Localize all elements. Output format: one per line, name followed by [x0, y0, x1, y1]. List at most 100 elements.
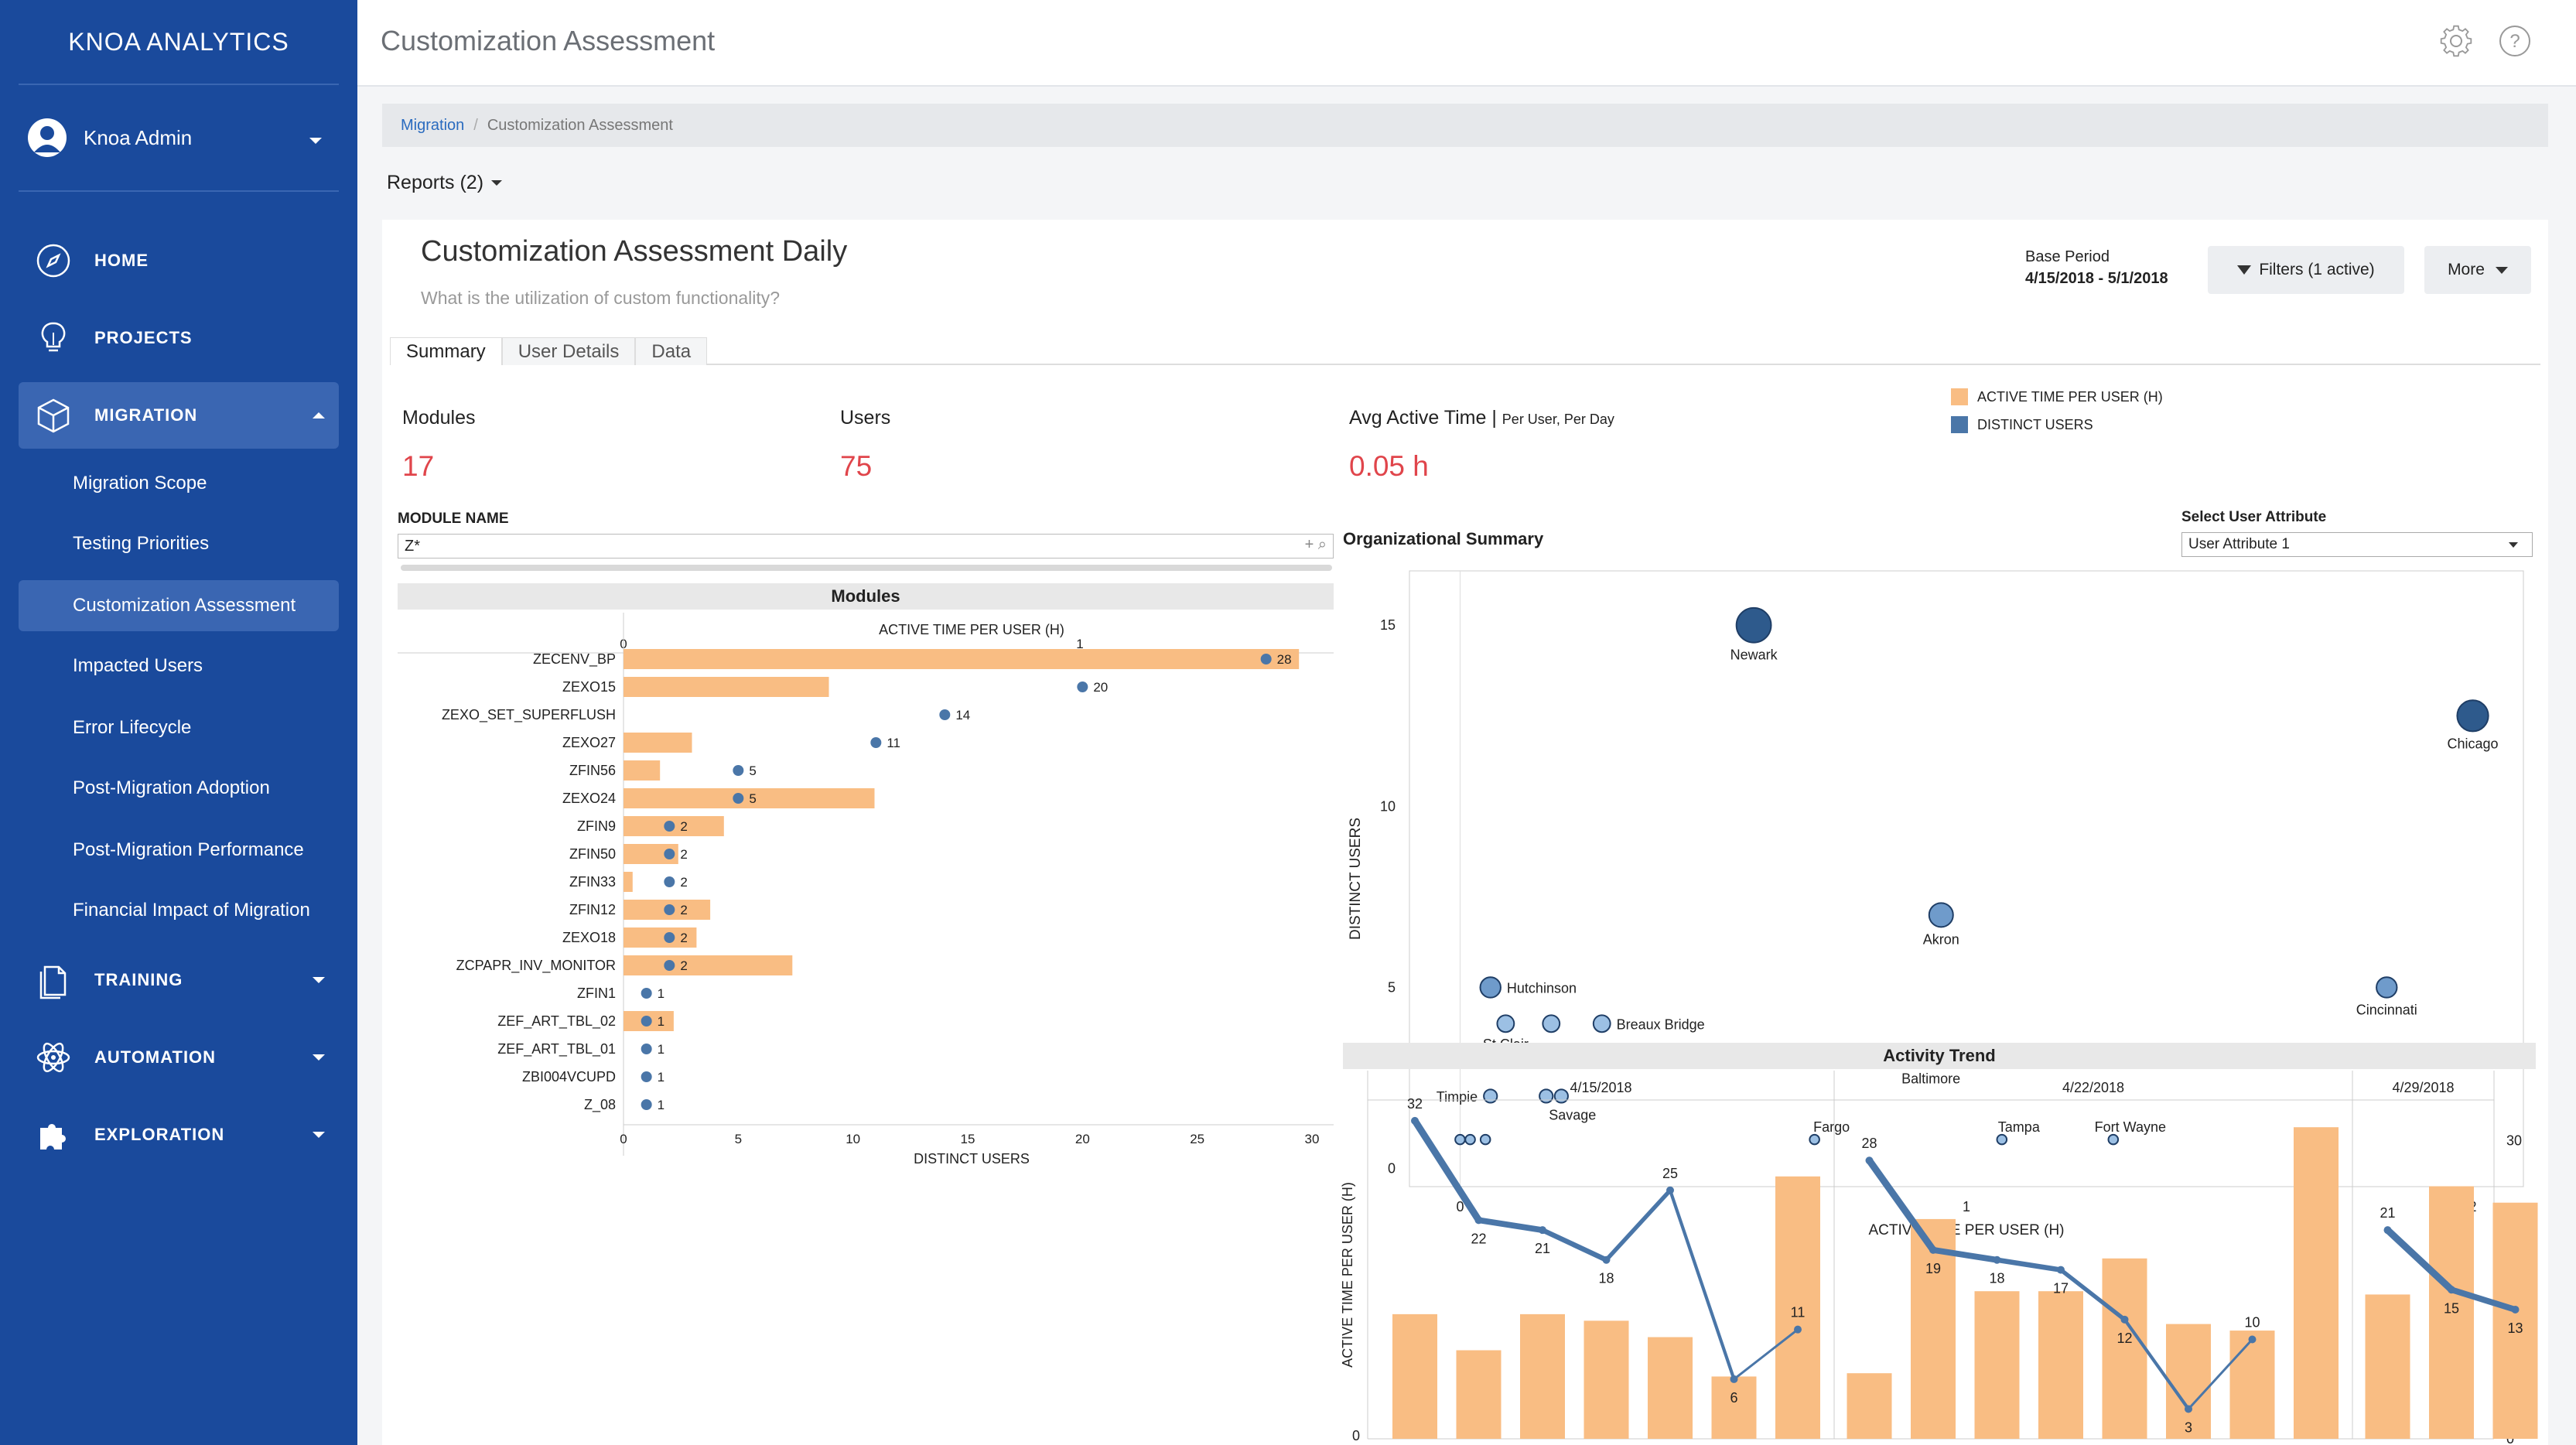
report-card: Customization Assessment Daily What is t…	[382, 220, 2548, 1445]
nav-migration[interactable]: MIGRATION	[19, 382, 339, 449]
x-tick-label: 1	[1963, 1199, 1970, 1214]
distinct-users-data-label: 20	[1093, 680, 1108, 695]
nav-projects[interactable]: PROJECTS	[19, 305, 339, 371]
distinct-users-point	[664, 849, 675, 859]
scatter-point	[2376, 976, 2398, 999]
brand-logo: KNOA ANALYTICS	[68, 27, 289, 56]
active-time-bar	[1847, 1373, 1892, 1439]
distinct-users-line	[2448, 1286, 2519, 1313]
nav-post-migration-performance[interactable]: Post-Migration Performance	[73, 839, 304, 860]
module-category-label: ZECENV_BP	[533, 651, 616, 668]
bottom-axis-tick-label: 5	[735, 1132, 742, 1146]
kpi-users-label: Users	[840, 407, 891, 429]
breadcrumb-link-migration[interactable]: Migration	[401, 116, 465, 134]
distinct-users-point	[2185, 1405, 2192, 1413]
user-attribute-value: User Attribute 1	[2188, 536, 2290, 552]
distinct-users-point	[939, 709, 951, 720]
scatter-point-label: Fort Wayne	[2095, 1119, 2166, 1135]
distinct-users-point	[733, 793, 744, 804]
distinct-users-data-label: 11	[887, 736, 900, 750]
divider	[19, 190, 339, 192]
distinct-users-line	[1994, 1257, 2064, 1272]
distinct-users-point	[664, 904, 675, 915]
gear-icon[interactable]	[2438, 23, 2474, 59]
module-scrollbar[interactable]	[401, 565, 1332, 571]
compass-icon	[36, 244, 70, 278]
tab-summary[interactable]: Summary	[390, 337, 502, 365]
distinct-users-data-label: 11	[1791, 1305, 1806, 1320]
distinct-users-data-label: 1	[658, 1098, 664, 1112]
distinct-users-data-label: 21	[2380, 1205, 2395, 1221]
bottom-axis-tick-label: 30	[1305, 1132, 1320, 1146]
help-icon[interactable]: ?	[2497, 23, 2533, 59]
org-scatter-chart: 051015012ACTIVE TIME PER USER (H)DISTINC…	[1348, 570, 2524, 1238]
report-title: Customization Assessment Daily	[421, 235, 848, 268]
search-icon[interactable]: + ⌕	[1304, 536, 1327, 553]
distinct-users-point	[1794, 1325, 1802, 1334]
nav-impacted-users[interactable]: Impacted Users	[73, 655, 203, 676]
nav-migration-scope[interactable]: Migration Scope	[73, 473, 207, 494]
nav-training[interactable]: TRAINING	[19, 947, 339, 1013]
module-category-label: ZFIN50	[569, 846, 616, 862]
nav-home[interactable]: HOME	[19, 227, 339, 294]
tab-user-details[interactable]: User Details	[501, 337, 636, 365]
chevron-down-icon	[309, 138, 322, 144]
distinct-users-line	[1475, 1217, 1546, 1234]
distinct-users-point	[1539, 1226, 1546, 1235]
scatter-point	[1464, 1133, 1476, 1146]
kpi-avg-label: Avg Active Time | Per User, Per Day	[1349, 407, 1614, 429]
scatter-point	[1496, 1014, 1515, 1033]
scatter-point-label: Tampa	[1998, 1119, 2041, 1135]
distinct-users-point	[2120, 1315, 2129, 1324]
active-time-bar	[2166, 1324, 2211, 1439]
bottom-axis-tick-label: 10	[846, 1132, 860, 1146]
active-time-bar	[1584, 1320, 1629, 1439]
user-menu[interactable]: Knoa Admin	[28, 116, 330, 159]
active-time-bar	[624, 955, 793, 975]
filters-button[interactable]: Filters (1 active)	[2208, 246, 2404, 294]
chevron-down-icon	[313, 1132, 325, 1138]
distinct-users-data-label: 18	[1989, 1271, 2004, 1286]
chevron-down-icon	[313, 1054, 325, 1061]
x-tick-label: 0	[1456, 1199, 1464, 1214]
nav-error-lifecycle[interactable]: Error Lifecycle	[73, 717, 192, 738]
scatter-point-label: Timpie	[1437, 1089, 1478, 1105]
reports-dropdown[interactable]: Reports (2)	[387, 172, 503, 194]
user-attribute-select[interactable]: User Attribute 1	[2181, 532, 2533, 557]
distinct-users-point	[641, 1071, 652, 1082]
nav-automation[interactable]: AUTOMATION	[19, 1024, 339, 1091]
active-time-bar	[624, 733, 692, 753]
active-time-bar	[624, 927, 697, 948]
distinct-users-point	[1666, 1186, 1674, 1194]
nav-financial-impact[interactable]: Financial Impact of Migration	[73, 900, 310, 921]
distinct-users-data-label: 28	[1277, 652, 1292, 667]
y-tick-label: 10	[1380, 798, 1396, 814]
week-header-label: 4/22/2018	[2062, 1080, 2124, 1095]
module-name-value: Z*	[405, 537, 420, 555]
more-button[interactable]: More	[2424, 246, 2531, 294]
document-icon	[39, 965, 67, 999]
active-time-bar	[2038, 1291, 2083, 1439]
active-time-bar	[1456, 1350, 1502, 1439]
nav-testing-priorities[interactable]: Testing Priorities	[73, 533, 210, 554]
active-time-bar	[1974, 1291, 2020, 1439]
distinct-users-data-label: 1	[658, 986, 664, 1001]
chevron-down-icon	[313, 977, 325, 983]
module-name-input[interactable]: Z* + ⌕	[398, 534, 1334, 559]
module-category-label: Z_08	[584, 1097, 616, 1113]
module-category-label: ZFIN33	[569, 874, 616, 890]
nav-post-migration-adoption[interactable]: Post-Migration Adoption	[73, 777, 270, 798]
distinct-users-point	[664, 960, 675, 971]
distinct-users-data-label: 12	[2116, 1331, 2132, 1346]
nav-exploration[interactable]: EXPLORATION	[19, 1102, 339, 1168]
distinct-users-data-label: 22	[1471, 1231, 1486, 1246]
distinct-users-point	[1865, 1156, 1874, 1165]
tab-data[interactable]: Data	[635, 337, 708, 365]
scatter-point-label: Baltimore	[1901, 1071, 1960, 1087]
distinct-users-point	[641, 1016, 652, 1027]
scatter-point	[1483, 1088, 1498, 1104]
nav-customization-assessment[interactable]: Customization Assessment	[19, 580, 339, 631]
active-time-bar	[2294, 1127, 2339, 1439]
avatar-icon	[28, 118, 67, 157]
kpi-modules-value: 17	[402, 450, 435, 482]
